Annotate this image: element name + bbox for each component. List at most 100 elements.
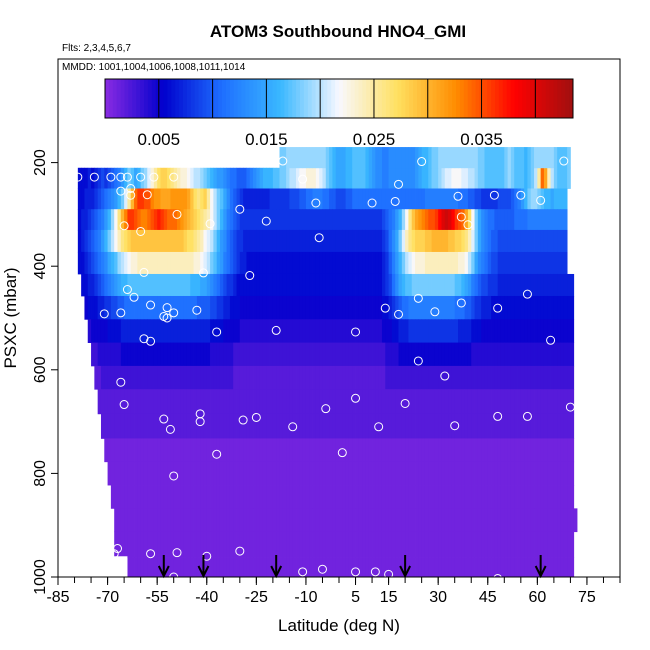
heat-cell bbox=[458, 389, 462, 415]
heat-cell bbox=[206, 342, 211, 367]
observation-point bbox=[450, 421, 460, 431]
heat-cell bbox=[104, 365, 108, 390]
heat-cell bbox=[312, 251, 317, 275]
heat-cell bbox=[299, 413, 304, 439]
heat-cell bbox=[117, 295, 122, 320]
heat-cell bbox=[233, 188, 237, 210]
observation-point bbox=[456, 298, 466, 308]
observation-point bbox=[119, 400, 129, 410]
colorbar-tick-label: 0.025 bbox=[353, 130, 396, 149]
heat-cell bbox=[107, 167, 112, 189]
heat-cell bbox=[444, 295, 449, 320]
heat-cell bbox=[431, 508, 436, 533]
heat-cell bbox=[358, 389, 363, 415]
heat-cell bbox=[97, 167, 102, 189]
y-axis-label: PSXC (mbar) bbox=[1, 267, 20, 368]
heat-cell bbox=[474, 389, 479, 415]
colorbar-segment bbox=[222, 79, 227, 118]
heat-cell bbox=[474, 485, 479, 509]
heat-cell bbox=[167, 508, 171, 533]
heat-cell bbox=[355, 531, 360, 558]
heat-cell bbox=[431, 251, 436, 275]
heat-cell bbox=[352, 273, 356, 297]
heat-cell bbox=[405, 557, 409, 578]
heat-cell bbox=[210, 531, 214, 558]
heat-cell bbox=[143, 295, 148, 320]
heat-cell bbox=[243, 209, 247, 231]
heat-cell bbox=[319, 557, 323, 578]
heat-cell bbox=[560, 557, 565, 578]
heat-cell bbox=[385, 229, 389, 253]
colorbar-segment bbox=[307, 79, 313, 118]
heat-cell bbox=[299, 319, 304, 343]
heat-cell bbox=[110, 251, 115, 275]
heat-cell bbox=[147, 508, 151, 533]
heat-cell bbox=[305, 188, 310, 210]
heat-cell bbox=[259, 461, 264, 486]
heat-cell bbox=[365, 413, 370, 439]
profile-arrow-head bbox=[270, 565, 283, 579]
heat-cell bbox=[454, 167, 459, 189]
heat-cell bbox=[233, 461, 237, 486]
heat-cell bbox=[567, 461, 571, 486]
observation-point bbox=[453, 191, 463, 201]
heat-cell bbox=[517, 531, 522, 558]
heat-cell bbox=[434, 273, 439, 297]
heat-cell bbox=[481, 485, 485, 509]
heat-cell bbox=[130, 485, 135, 509]
heat-cell bbox=[415, 485, 419, 509]
heat-cell bbox=[140, 389, 145, 415]
heat-cell bbox=[372, 319, 376, 343]
heat-cell bbox=[315, 413, 320, 439]
heat-cell bbox=[279, 319, 284, 343]
heat-cell bbox=[391, 295, 396, 320]
heat-cell bbox=[94, 209, 99, 231]
heat-cell bbox=[302, 389, 307, 415]
heat-cell bbox=[332, 508, 337, 533]
heat-cell bbox=[458, 295, 462, 320]
heat-cell bbox=[329, 438, 333, 463]
heat-cell bbox=[418, 209, 423, 231]
heat-cell bbox=[444, 167, 449, 189]
heat-cell bbox=[147, 531, 151, 558]
heat-cell bbox=[458, 557, 462, 578]
heat-cell bbox=[560, 508, 565, 533]
heat-cell bbox=[256, 188, 261, 210]
heat-cell bbox=[375, 365, 380, 390]
colorbar-segment bbox=[319, 79, 324, 118]
heat-cell bbox=[163, 167, 168, 189]
heat-cell bbox=[292, 273, 297, 297]
heat-cell bbox=[319, 342, 323, 367]
heat-cell bbox=[127, 229, 132, 253]
heat-cell bbox=[206, 461, 211, 486]
heat-cell bbox=[107, 461, 112, 486]
heat-cell bbox=[124, 251, 128, 275]
heat-cell bbox=[229, 319, 234, 343]
heat-cell bbox=[543, 273, 548, 297]
heat-cell bbox=[193, 461, 198, 486]
heat-cell bbox=[570, 342, 575, 367]
heat-cell bbox=[497, 167, 502, 189]
heat-cell bbox=[524, 342, 528, 367]
heat-cell bbox=[77, 251, 82, 275]
heat-cell bbox=[563, 413, 568, 439]
heat-cell bbox=[312, 167, 317, 189]
heat-cell bbox=[395, 508, 399, 533]
heat-cell bbox=[335, 389, 340, 415]
heat-cell bbox=[282, 389, 287, 415]
heat-cell bbox=[114, 461, 118, 486]
heat-cell bbox=[444, 188, 449, 210]
heat-cell bbox=[114, 251, 118, 275]
heat-cell bbox=[520, 461, 525, 486]
heat-cell bbox=[510, 188, 515, 210]
heat-cell bbox=[147, 365, 151, 390]
heat-cell bbox=[206, 295, 211, 320]
heat-cell bbox=[497, 188, 502, 210]
heat-cell bbox=[104, 438, 108, 463]
heat-cell bbox=[441, 342, 446, 367]
heat-cell bbox=[358, 188, 363, 210]
heat-cell bbox=[299, 251, 304, 275]
heat-cell bbox=[534, 295, 538, 320]
observation-point bbox=[142, 190, 152, 200]
heat-cell bbox=[325, 295, 330, 320]
